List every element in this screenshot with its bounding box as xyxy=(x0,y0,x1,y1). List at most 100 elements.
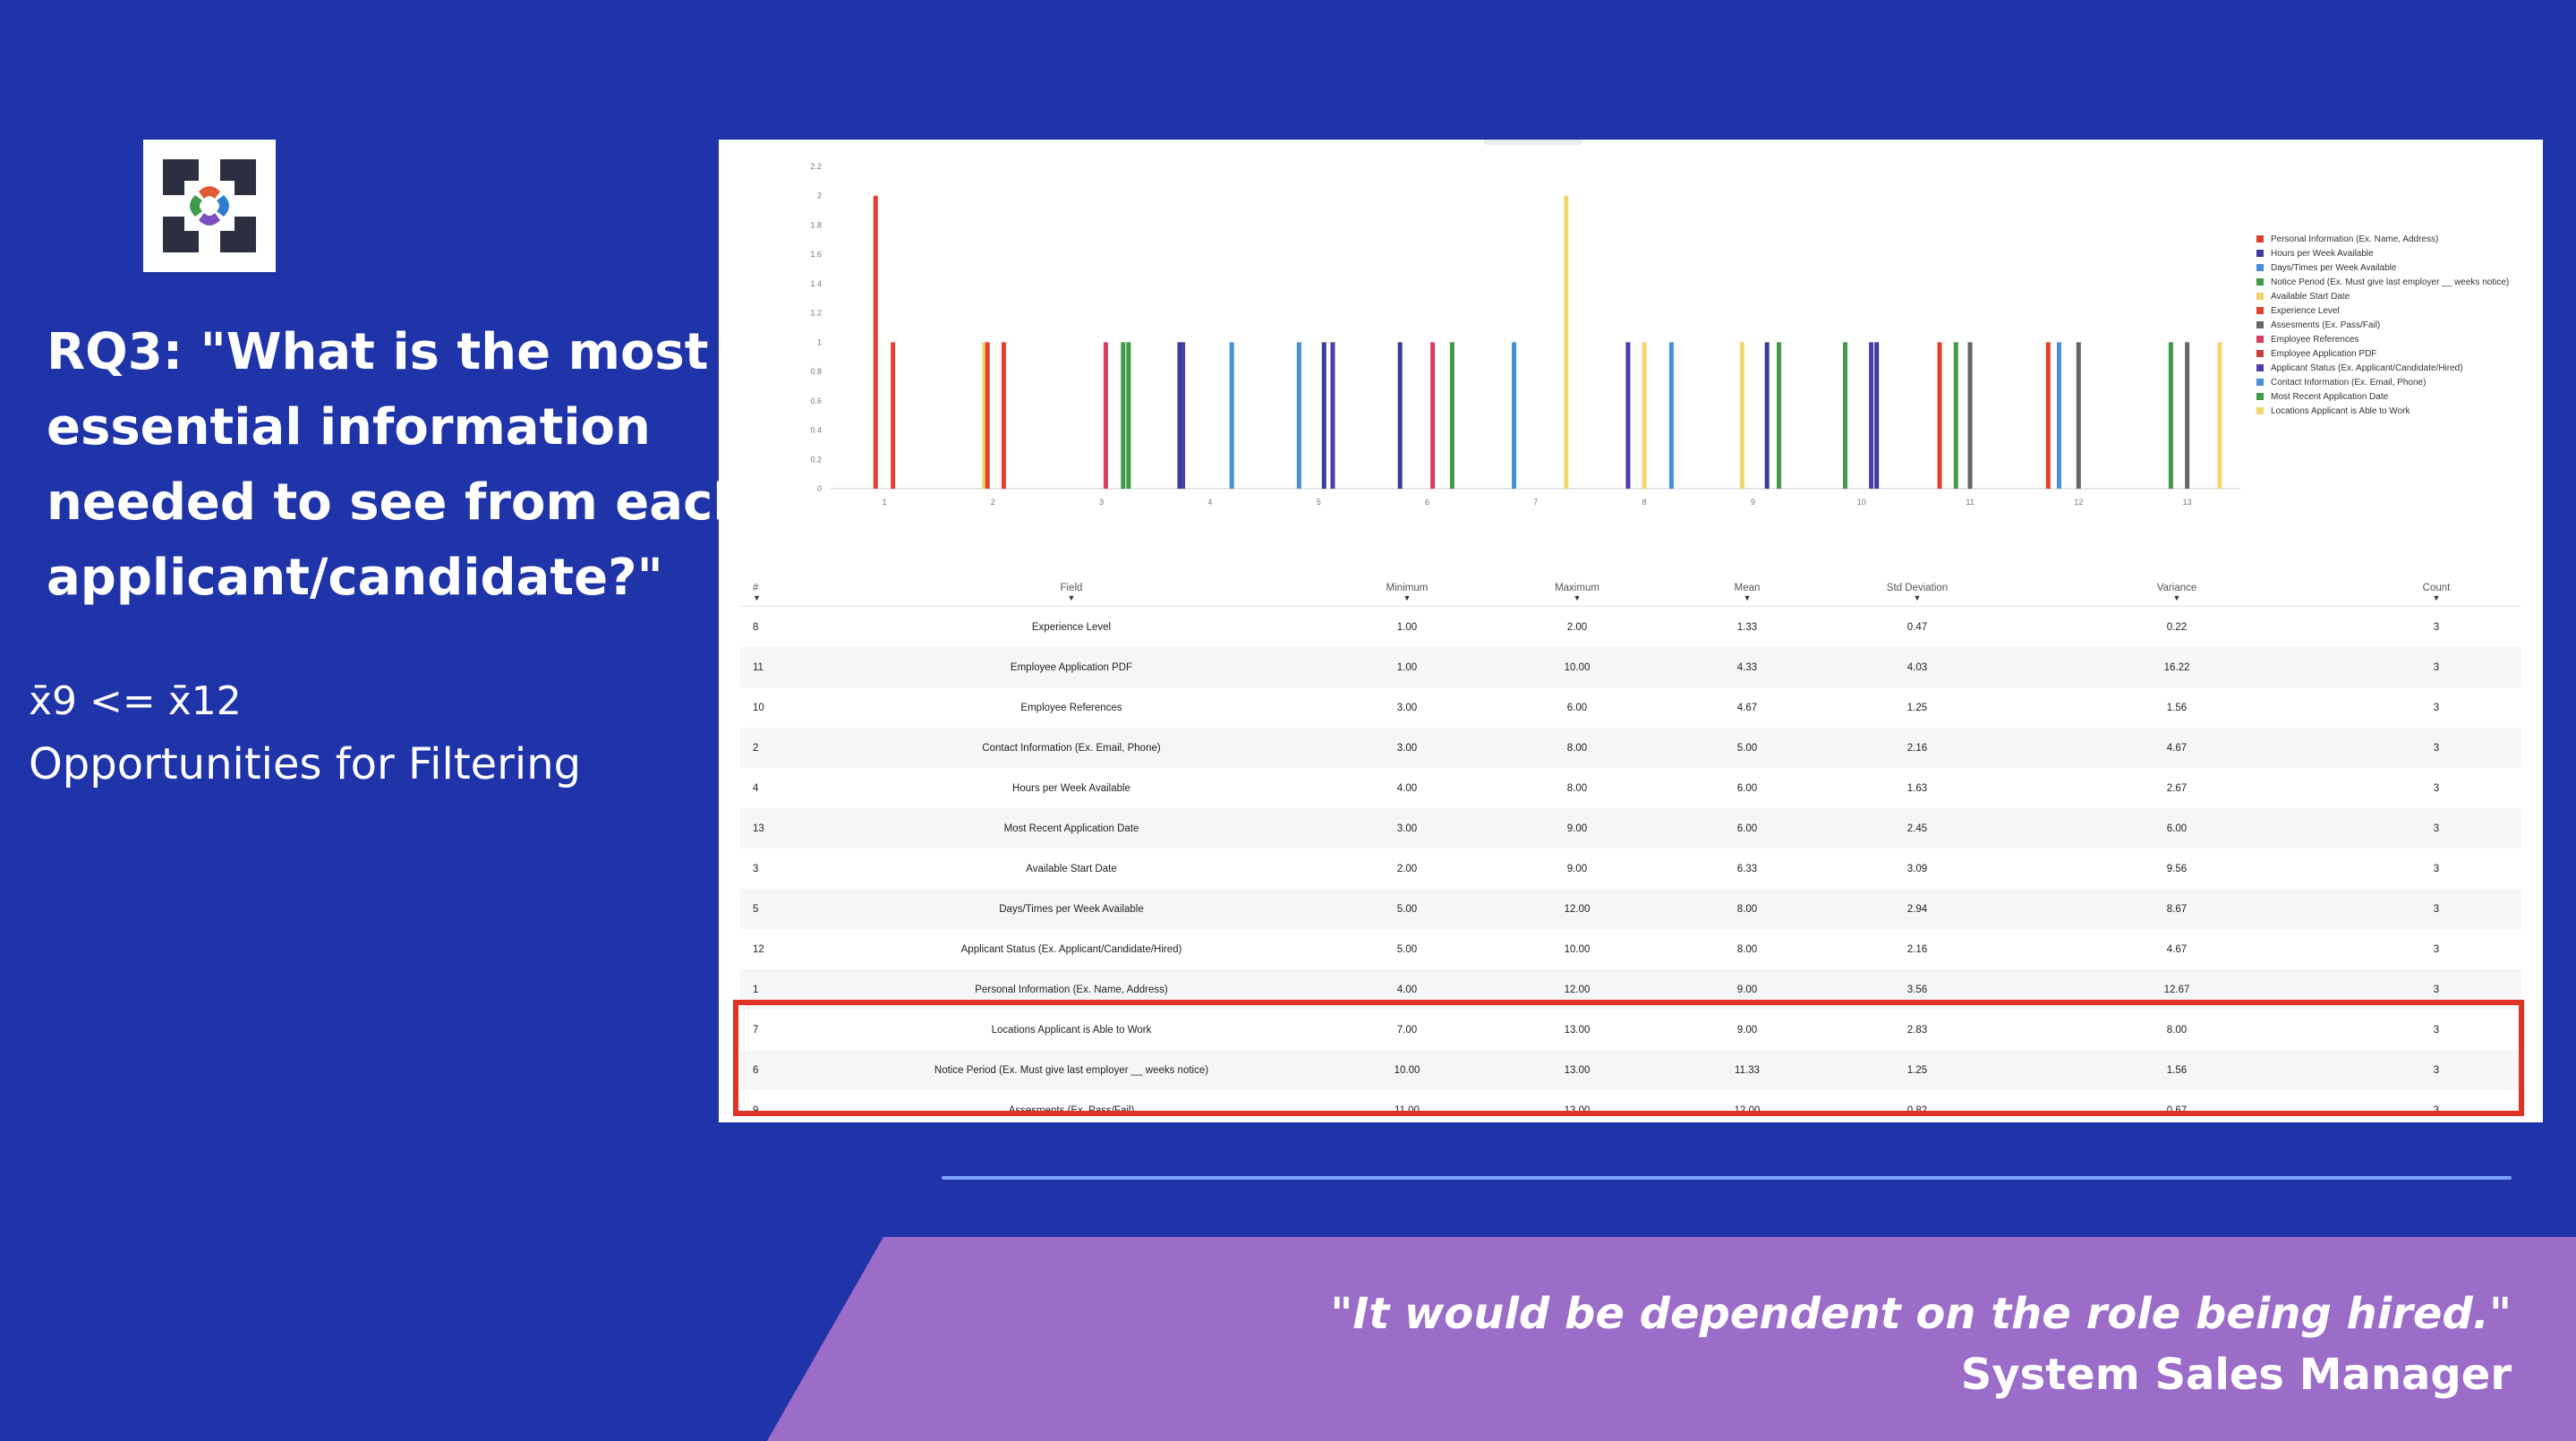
chart-bar xyxy=(1397,342,1403,489)
legend-label: Notice Period (Ex. Must give last employ… xyxy=(2271,277,2509,287)
sort-arrow-icon[interactable]: ▼ xyxy=(1573,593,1582,602)
chart-bar xyxy=(2168,342,2173,489)
cell-id: 13 xyxy=(740,808,821,848)
chart-bar xyxy=(1625,342,1631,489)
cell-id: 6 xyxy=(740,1050,821,1090)
cell-field: Available Start Date xyxy=(1026,863,1117,874)
table-row[interactable]: 12 Applicant Status (Ex. Applicant/Candid… xyxy=(740,929,2521,969)
column-header-variance[interactable]: Variance ▼ xyxy=(2002,566,2351,607)
table-row[interactable]: 5 Days/Times per Week Available 5.00 12.00 8… xyxy=(740,889,2521,929)
y-tick-label: 0.4 xyxy=(810,426,822,435)
cell-count: 3 xyxy=(2433,1104,2440,1116)
table-row[interactable]: 13 Most Recent Application Date 3.00 9.00 6.… xyxy=(740,808,2521,848)
divider-line xyxy=(942,1176,2512,1180)
sort-arrow-icon[interactable]: ▼ xyxy=(1913,593,1922,602)
cell-variance: 9.56 xyxy=(2166,863,2188,874)
chart-bar xyxy=(2076,342,2081,489)
y-tick-label: 0.8 xyxy=(810,367,822,376)
chart-bar xyxy=(1843,342,1848,489)
cell-maximum: 8.00 xyxy=(1492,728,1662,768)
cell-std: 4.03 xyxy=(1832,647,2002,687)
cell-count: 3 xyxy=(2351,1050,2521,1090)
cell-id: 3 xyxy=(753,863,759,874)
column-header-std-deviation[interactable]: Std Deviation ▼ xyxy=(1832,566,2002,607)
interlocking-squares-logo-icon xyxy=(163,159,256,252)
column-header-mean[interactable]: Mean ▼ xyxy=(1662,566,1832,607)
cell-variance: 16.22 xyxy=(2002,647,2351,687)
legend-swatch xyxy=(2256,321,2264,328)
table-row[interactable]: 3 Available Start Date 2.00 9.00 6.33 3.09 9.5… xyxy=(740,848,2521,889)
chart-bar xyxy=(1181,342,1186,489)
chart-bar xyxy=(1512,342,1517,489)
chart-bar xyxy=(982,342,987,489)
cell-std: 2.45 xyxy=(1832,808,2002,848)
cell-count: 3 xyxy=(2433,943,2440,955)
y-tick-label: 1.8 xyxy=(810,220,822,229)
chart-bar xyxy=(985,342,990,489)
cell-maximum: 12.00 xyxy=(1492,889,1662,929)
cell-std: 2.83 xyxy=(1906,1024,1928,1036)
cell-minimum: 4.00 xyxy=(1396,782,1418,794)
cell-count: 3 xyxy=(2433,621,2440,633)
cell-minimum: 2.00 xyxy=(1396,863,1418,874)
cell-minimum: 3.00 xyxy=(1322,728,1492,768)
cell-variance: 1.56 xyxy=(2166,702,2188,713)
chart-bar xyxy=(891,342,896,489)
sort-arrow-icon[interactable]: ▼ xyxy=(2172,593,2181,602)
cell-count: 3 xyxy=(2433,782,2440,794)
cell-field: Locations Applicant is Able to Work xyxy=(991,1024,1152,1036)
table-row[interactable]: 7 Locations Applicant is Able to Work 7.00… xyxy=(740,1010,2521,1050)
chart-bar xyxy=(1001,342,1006,489)
cell-minimum: 5.00 xyxy=(1322,889,1492,929)
table-row[interactable]: 11 Employee Application PDF 1.00 10.00 4.33 4… xyxy=(740,647,2521,687)
cell-field: Experience Level xyxy=(1031,621,1112,633)
legend-label: Personal Information (Ex. Name, Address) xyxy=(2271,234,2438,244)
cell-field: Applicant Status (Ex. Applicant/Candidat… xyxy=(960,943,1182,955)
cell-variance: 4.67 xyxy=(2002,728,2351,768)
sort-arrow-icon[interactable]: ▼ xyxy=(1743,593,1752,602)
x-tick-label: 9 xyxy=(1751,498,1755,507)
cell-mean: 11.33 xyxy=(1662,1050,1832,1090)
table-row[interactable]: 4 Hours per Week Available 4.00 8.00 6.00 1.6… xyxy=(740,768,2521,808)
chart-bar xyxy=(1764,342,1770,489)
chart-bar xyxy=(1967,342,1973,489)
cell-variance: 4.67 xyxy=(2166,943,2188,955)
y-tick-label: 0 xyxy=(817,484,822,493)
sort-arrow-icon[interactable]: ▼ xyxy=(2432,593,2441,602)
y-tick-label: 1.6 xyxy=(810,250,822,259)
company-logo xyxy=(143,140,276,272)
cell-field: Contact Information (Ex. Email, Phone) xyxy=(821,728,1322,768)
chart-bar xyxy=(1953,342,1958,489)
table-row[interactable]: 10 Employee References 3.00 6.00 4.67 1.25 1.5… xyxy=(740,687,2521,728)
header-label: Mean xyxy=(1734,583,1761,593)
cell-field: Employee References xyxy=(1020,702,1122,713)
column-header-field[interactable]: Field ▼ xyxy=(821,566,1322,607)
sort-arrow-icon[interactable]: ▼ xyxy=(753,593,761,602)
table-row[interactable]: 2 Contact Information (Ex. Email, Phone) 3… xyxy=(740,728,2521,768)
cell-variance: 8.67 xyxy=(2002,889,2351,929)
column-header-maximum[interactable]: Maximum ▼ xyxy=(1492,566,1662,607)
legend-label: Locations Applicant is Able to Work xyxy=(2271,406,2410,416)
sort-arrow-icon[interactable]: ▼ xyxy=(1403,593,1412,602)
cell-maximum: 9.00 xyxy=(1492,808,1662,848)
cell-id: 8 xyxy=(753,621,759,633)
table-row[interactable]: 6 Notice Period (Ex. Must give last emplo… xyxy=(740,1050,2521,1090)
column-header-id[interactable]: # ▼ xyxy=(740,566,821,607)
chart-bar xyxy=(1103,342,1108,489)
heading-line: essential information xyxy=(47,398,651,456)
cell-mean: 4.33 xyxy=(1662,647,1832,687)
column-header-minimum[interactable]: Minimum ▼ xyxy=(1322,566,1492,607)
legend-swatch xyxy=(2256,336,2264,343)
cell-variance: 6.00 xyxy=(2002,808,2351,848)
cell-mean: 6.33 xyxy=(1736,863,1758,874)
cell-mean: 5.00 xyxy=(1662,728,1832,768)
cell-maximum: 10.00 xyxy=(1492,647,1662,687)
cell-maximum: 13.00 xyxy=(1564,1024,1591,1036)
table-row[interactable]: 8 Experience Level 1.00 2.00 1.33 0.47 0.22 3 xyxy=(740,607,2521,648)
x-tick-label: 1 xyxy=(882,498,886,507)
cell-variance: 2.67 xyxy=(2166,782,2188,794)
header-label: # xyxy=(753,583,759,593)
sort-arrow-icon[interactable]: ▼ xyxy=(1067,593,1076,602)
cell-id: 11 xyxy=(740,647,821,687)
column-header-count[interactable]: Count ▼ xyxy=(2351,566,2521,607)
